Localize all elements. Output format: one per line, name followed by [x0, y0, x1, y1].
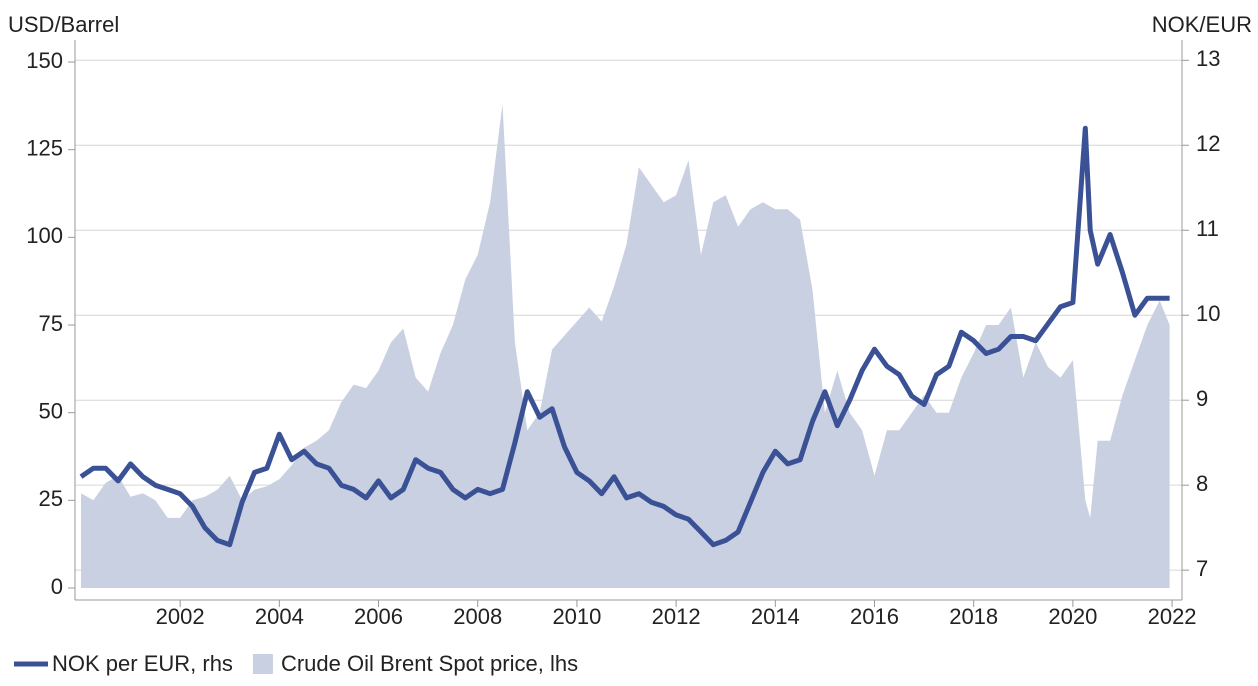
y-tick-label: 50: [39, 398, 63, 423]
y2-tick-label: 12: [1196, 131, 1220, 156]
legend-label: Crude Oil Brent Spot price, lhs: [281, 651, 578, 676]
y2-tick-label: 9: [1196, 386, 1208, 411]
x-tick-label: 2006: [354, 604, 403, 629]
y-tick-label: 150: [26, 48, 63, 73]
y-tick-label: 25: [39, 486, 63, 511]
x-tick-label: 2018: [949, 604, 998, 629]
y-tick-label: 75: [39, 311, 63, 336]
x-tick-label: 2014: [751, 604, 800, 629]
y-axis-label: USD/Barrel: [8, 12, 119, 37]
x-tick-label: 2004: [255, 604, 304, 629]
x-tick-label: 2008: [453, 604, 502, 629]
x-tick-label: 2016: [850, 604, 899, 629]
y-tick-label: 100: [26, 223, 63, 248]
line: [79, 125, 1170, 548]
x-tick-label: 2022: [1148, 604, 1197, 629]
area: [81, 104, 1170, 588]
y2-axis-label: NOK/EUR: [1152, 12, 1252, 37]
y2-tick-label: 10: [1196, 301, 1220, 326]
x-tick-label: 2012: [652, 604, 701, 629]
x-tick-label: 2020: [1048, 604, 1097, 629]
y2-tick-label: 8: [1196, 471, 1208, 496]
y2-tick-label: 13: [1196, 46, 1220, 71]
y-tick-label: 0: [51, 574, 63, 599]
legend-marker: [252, 654, 273, 674]
x-tick-label: 2010: [552, 604, 601, 629]
y-tick-label: 125: [26, 135, 63, 160]
y2-tick-label: 7: [1196, 556, 1208, 581]
y2-tick-label: 11: [1196, 216, 1219, 241]
legend-label: NOK per EUR, rhs: [52, 651, 233, 676]
x-tick-label: 2002: [156, 604, 205, 629]
